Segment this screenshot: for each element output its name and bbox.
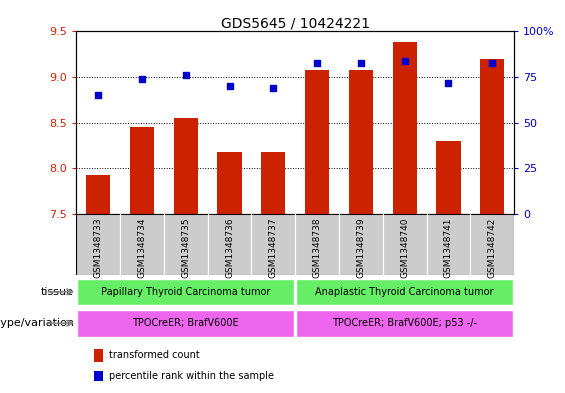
Text: Anaplastic Thyroid Carcinoma tumor: Anaplastic Thyroid Carcinoma tumor <box>315 287 494 297</box>
Bar <box>470 214 514 275</box>
Text: Papillary Thyroid Carcinoma tumor: Papillary Thyroid Carcinoma tumor <box>101 287 271 297</box>
Bar <box>86 175 110 214</box>
Text: GSM1348742: GSM1348742 <box>488 217 497 277</box>
Bar <box>261 152 285 214</box>
Text: genotype/variation: genotype/variation <box>0 318 74 328</box>
Point <box>269 85 278 91</box>
Point <box>488 59 497 66</box>
Text: GSM1348736: GSM1348736 <box>225 217 234 278</box>
Text: GSM1348740: GSM1348740 <box>400 217 409 278</box>
Text: transformed count: transformed count <box>109 350 200 360</box>
Text: GSM1348735: GSM1348735 <box>181 217 190 278</box>
Bar <box>251 214 295 275</box>
Text: TPOCreER; BrafV600E; p53 -/-: TPOCreER; BrafV600E; p53 -/- <box>332 318 477 328</box>
Point <box>181 72 190 79</box>
Bar <box>164 214 208 275</box>
Point <box>400 57 409 64</box>
Text: TPOCreER; BrafV600E: TPOCreER; BrafV600E <box>132 318 239 328</box>
Point <box>312 59 321 66</box>
Bar <box>173 118 198 214</box>
Text: GSM1348737: GSM1348737 <box>269 217 278 278</box>
Text: percentile rank within the sample: percentile rank within the sample <box>109 371 274 381</box>
Text: GSM1348739: GSM1348739 <box>357 217 366 278</box>
Point <box>225 83 234 90</box>
Bar <box>383 214 427 275</box>
Bar <box>130 127 154 214</box>
Bar <box>349 70 373 214</box>
Bar <box>208 214 251 275</box>
Bar <box>120 214 164 275</box>
Title: GDS5645 / 10424221: GDS5645 / 10424221 <box>221 16 370 30</box>
Text: GSM1348738: GSM1348738 <box>312 217 321 278</box>
Text: GSM1348741: GSM1348741 <box>444 217 453 278</box>
Bar <box>305 70 329 214</box>
Bar <box>295 214 339 275</box>
Bar <box>296 279 513 305</box>
Bar <box>339 214 383 275</box>
Bar <box>76 214 120 275</box>
Bar <box>427 214 470 275</box>
Bar <box>480 59 505 214</box>
Text: GSM1348733: GSM1348733 <box>94 217 103 278</box>
Bar <box>94 371 103 380</box>
Text: GSM1348734: GSM1348734 <box>137 217 146 278</box>
Text: tissue: tissue <box>41 287 74 297</box>
Bar <box>218 152 242 214</box>
Bar <box>393 42 417 214</box>
Bar <box>436 141 460 214</box>
Bar <box>296 310 513 336</box>
Bar <box>77 310 294 336</box>
Point <box>137 76 146 82</box>
Bar <box>77 279 294 305</box>
Point <box>94 92 103 99</box>
Bar <box>94 349 103 362</box>
Point <box>444 79 453 86</box>
Point <box>357 59 366 66</box>
